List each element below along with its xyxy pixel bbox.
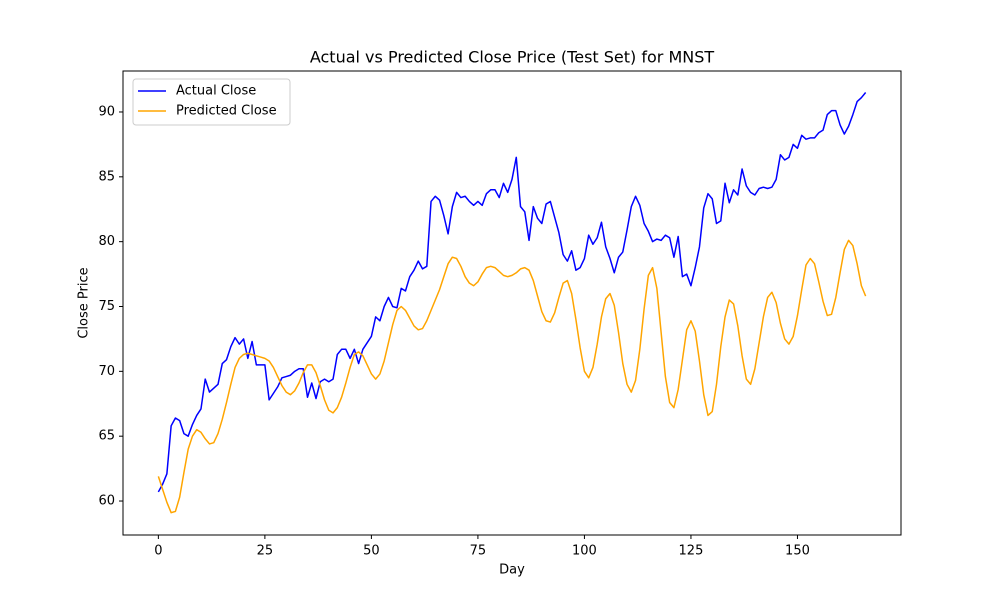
- y-tick-label: 60: [98, 494, 115, 509]
- data-line: [157, 92, 867, 493]
- legend-label: Predicted Close: [176, 104, 277, 119]
- x-tick-label: 75: [470, 544, 487, 559]
- y-tick-label: 65: [98, 429, 115, 444]
- x-tick-label: 50: [363, 544, 380, 559]
- x-tick-label: 125: [679, 544, 704, 559]
- x-tick-label: 150: [785, 544, 810, 559]
- x-tick-label: 100: [572, 544, 597, 559]
- y-tick-label: 85: [98, 169, 115, 184]
- x-tick-label: 0: [154, 544, 162, 559]
- x-axis-label: Day: [499, 563, 525, 578]
- legend-box: [132, 78, 291, 126]
- plot-frame: [122, 70, 902, 536]
- legend-label: Actual Close: [176, 84, 256, 99]
- x-tick-label: 25: [257, 544, 274, 559]
- y-tick-label: 90: [98, 104, 115, 119]
- y-axis-label: Close Price: [77, 267, 92, 338]
- y-tick-label: 70: [98, 364, 115, 379]
- data-line: [157, 239, 867, 514]
- y-tick-label: 75: [98, 299, 115, 314]
- y-tick-label: 80: [98, 234, 115, 249]
- chart-title: Actual vs Predicted Close Price (Test Se…: [310, 48, 715, 67]
